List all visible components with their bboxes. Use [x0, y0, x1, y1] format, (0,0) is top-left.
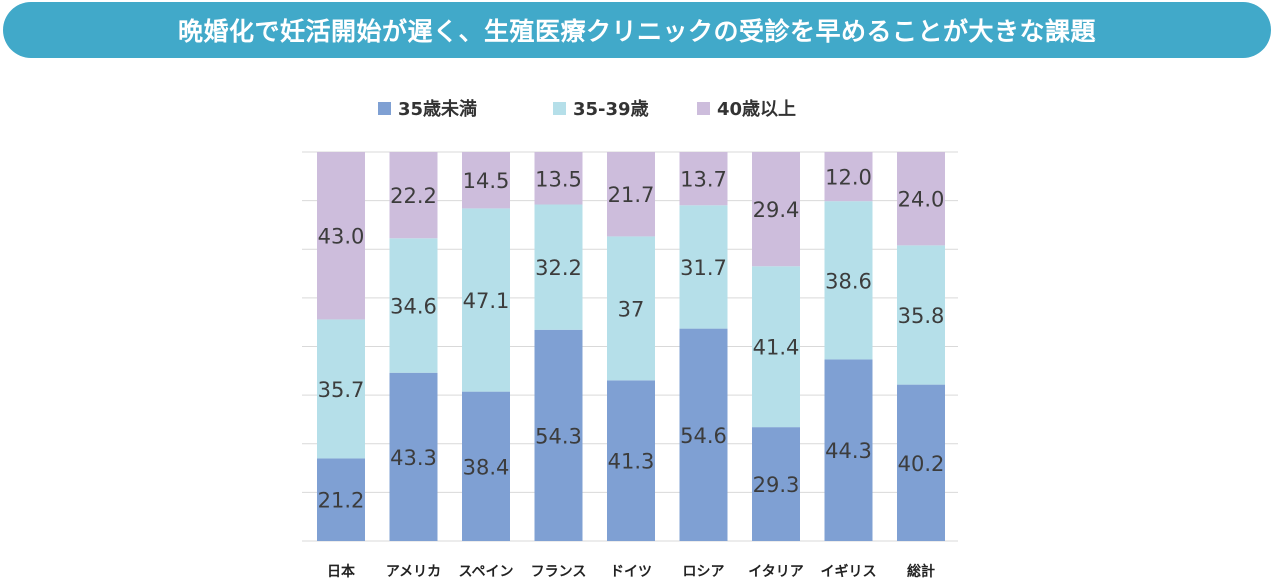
- x-tick-label: 日本: [327, 563, 356, 580]
- data-label: 43.3: [390, 446, 437, 470]
- data-label: 21.2: [318, 489, 365, 513]
- data-label: 12.0: [825, 166, 872, 190]
- legend-label: 40歳以上: [717, 99, 796, 120]
- data-label: 40.2: [898, 452, 945, 476]
- data-label: 38.4: [463, 455, 510, 479]
- bar-segment: [534, 152, 583, 205]
- data-label: 13.5: [535, 167, 582, 191]
- x-tick-label: アメリカ: [386, 564, 441, 580]
- data-label: 54.3: [535, 424, 582, 448]
- bar-segment: [824, 201, 873, 360]
- title-banner: 晩婚化で妊活開始が遅く、生殖医療クリニックの受診を早めることが大きな課題: [3, 2, 1271, 58]
- data-label: 13.7: [680, 168, 727, 192]
- bar-segment: [679, 152, 728, 206]
- data-label: 43.0: [318, 225, 365, 249]
- x-tick-label: ロシア: [683, 564, 725, 580]
- data-label: 14.5: [463, 169, 510, 193]
- bar-segment: [607, 236, 655, 381]
- legend: 35歳未満 35-39歳 40歳以上: [378, 98, 796, 120]
- data-label: 22.2: [390, 184, 437, 208]
- bars: [317, 152, 945, 541]
- bar-segment: [752, 266, 800, 428]
- x-tick-label: ドイツ: [610, 564, 652, 580]
- bar-segment: [534, 204, 583, 330]
- bar-segment: [752, 152, 800, 267]
- x-axis-labels: 日本 アメリカ スペイン フランス ドイツ ロシア イタリア イギリス 総計: [327, 563, 935, 580]
- bar-segment: [752, 427, 800, 541]
- bar-segment: [462, 152, 510, 209]
- bar-segment: [679, 205, 728, 329]
- legend-label: 35-39歳: [573, 99, 649, 120]
- bar-segment: [389, 372, 438, 541]
- bar-segment: [897, 384, 945, 541]
- data-label: 29.4: [753, 198, 800, 222]
- bar-segment: [897, 152, 945, 246]
- data-label: 35.7: [318, 378, 365, 402]
- bar-segment: [897, 245, 945, 385]
- data-label: 38.6: [825, 269, 872, 293]
- x-tick-label: イタリア: [748, 564, 803, 580]
- data-label: 31.7: [680, 256, 727, 280]
- x-tick-label: フランス: [531, 564, 587, 580]
- bar-segment: [389, 238, 438, 373]
- bar-segment: [824, 359, 873, 541]
- x-tick-label: イギリス: [821, 563, 877, 580]
- data-label: 37: [618, 297, 645, 321]
- legend-swatch: [553, 102, 566, 115]
- bar-segment: [824, 152, 873, 202]
- chart-title: 晩婚化で妊活開始が遅く、生殖医療クリニックの受診を早めることが大きな課題: [177, 17, 1096, 46]
- data-label: 44.3: [825, 439, 872, 463]
- bar-segment: [317, 458, 365, 541]
- bar-segment: [607, 380, 655, 541]
- legend-swatch: [697, 102, 710, 115]
- bar-segment: [317, 319, 365, 459]
- x-tick-label: スペイン: [458, 564, 513, 580]
- data-label: 34.6: [390, 295, 437, 319]
- bar-segment: [534, 329, 583, 541]
- data-label: 35.8: [898, 304, 945, 328]
- data-label: 24.0: [898, 188, 945, 212]
- bar-segment: [317, 152, 365, 320]
- bar-segment: [462, 391, 510, 541]
- bar-segment: [679, 328, 728, 541]
- data-label: 54.6: [680, 424, 727, 448]
- legend-label: 35歳未満: [398, 98, 477, 120]
- bar-segment: [462, 208, 510, 392]
- data-label: 21.7: [608, 183, 655, 207]
- data-label: 29.3: [753, 473, 800, 497]
- data-label: 41.3: [608, 450, 655, 474]
- data-label: 32.2: [535, 256, 582, 280]
- bar-segment: [607, 152, 655, 237]
- value-labels: 21.2 35.7 43.0 43.3 34.6 22.2 38.4 47.1 14.5 54.3…: [318, 166, 945, 513]
- x-tick-label: 総計: [907, 563, 935, 580]
- data-label: 41.4: [753, 336, 800, 360]
- data-label: 47.1: [463, 289, 510, 313]
- bar-segment: [389, 152, 438, 239]
- legend-swatch: [378, 102, 391, 115]
